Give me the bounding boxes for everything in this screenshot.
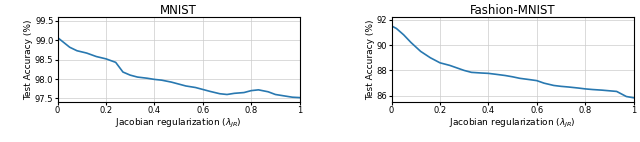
Title: Fashion-MNIST: Fashion-MNIST — [470, 4, 556, 17]
X-axis label: Jacobian regularization ($\lambda_{JR}$): Jacobian regularization ($\lambda_{JR}$) — [449, 117, 576, 130]
X-axis label: Jacobian regularization ($\lambda_{JR}$): Jacobian regularization ($\lambda_{JR}$) — [115, 117, 242, 130]
Y-axis label: Test Accuracy (%): Test Accuracy (%) — [366, 19, 375, 100]
Y-axis label: Test Accuracy (%): Test Accuracy (%) — [24, 19, 33, 100]
Title: MNIST: MNIST — [160, 4, 197, 17]
